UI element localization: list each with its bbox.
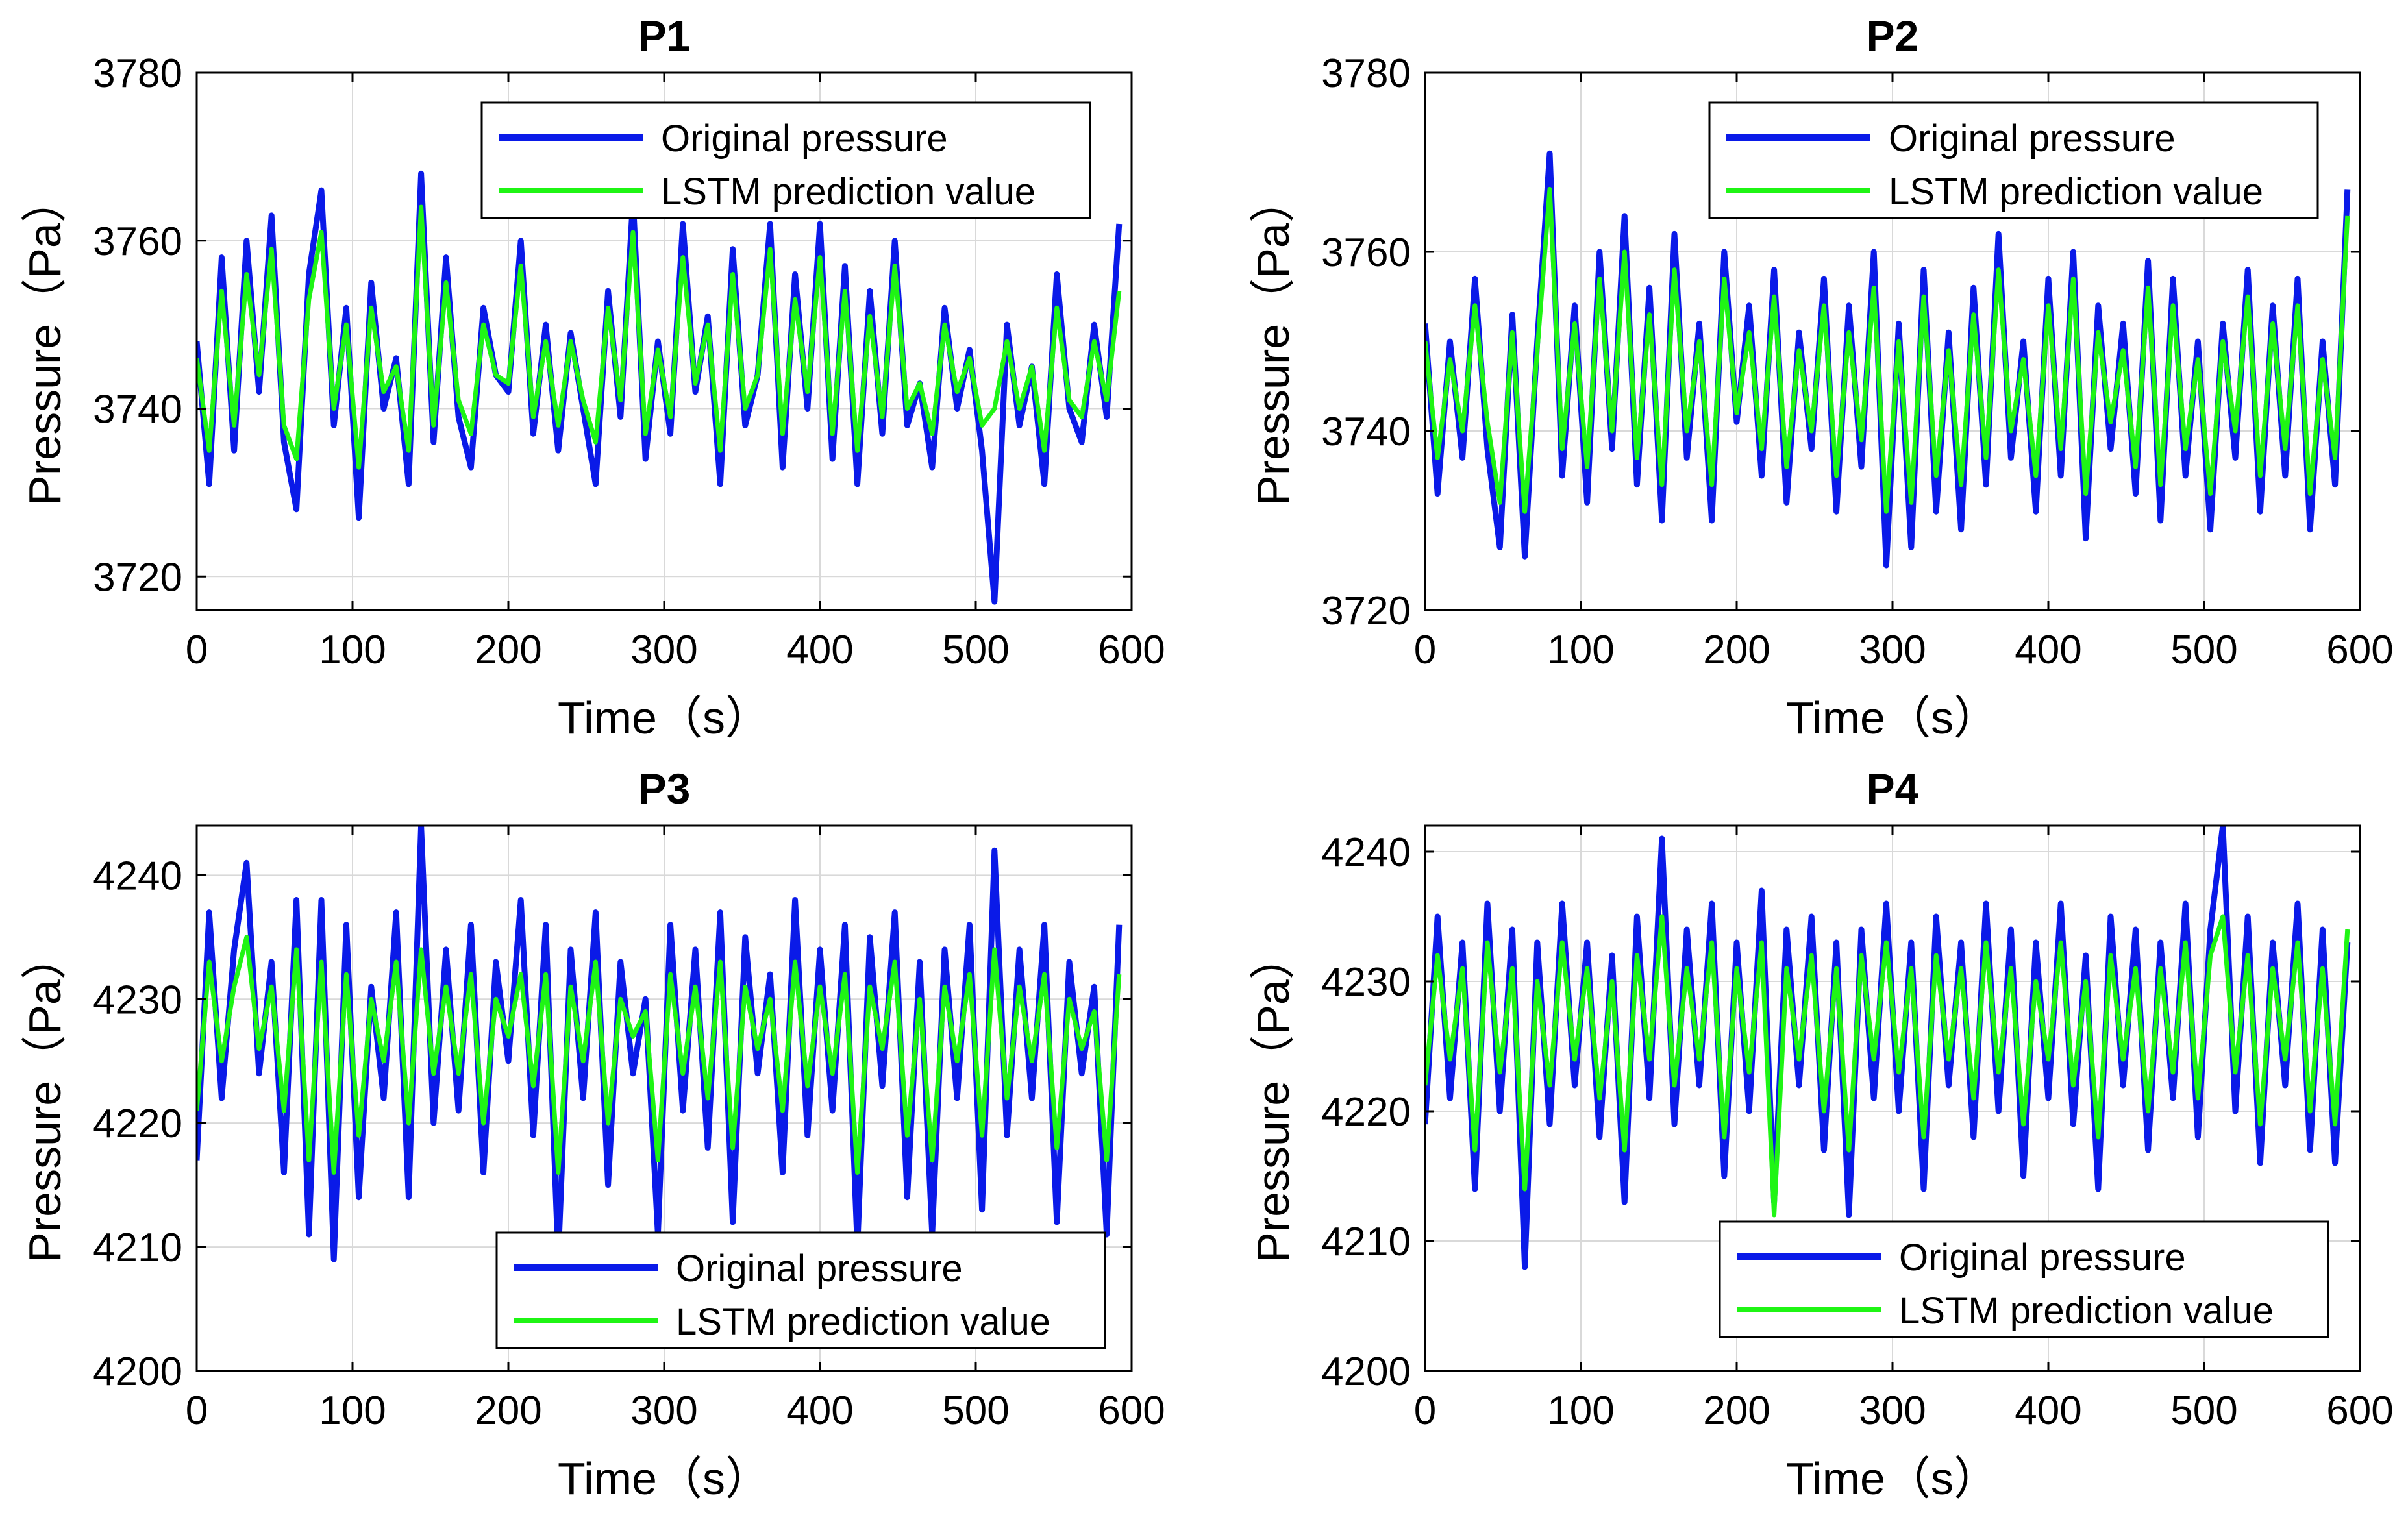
x-tick-label: 600 (1098, 1388, 1165, 1433)
y-tick-label: 4200 (1321, 1349, 1411, 1394)
legend-box (1719, 1220, 2329, 1338)
x-tick-label: 500 (942, 628, 1009, 672)
y-tick-label: 3760 (1321, 230, 1411, 275)
x-axis-label: Time（s） (1786, 693, 1999, 743)
y-tick-label: 4210 (93, 1225, 182, 1270)
x-axis-label: Time（s） (1786, 1453, 1999, 1504)
x-tick-label: 0 (186, 1388, 208, 1433)
x-tick-label: 100 (1547, 1388, 1614, 1433)
y-tick-label: 4240 (1321, 830, 1411, 875)
legend: Original pressure LSTM prediction value (1719, 1220, 2329, 1338)
x-tick-label: 300 (1859, 628, 1926, 672)
x-axis-label: Time（s） (558, 1453, 771, 1504)
x-tick-label: 600 (1098, 628, 1165, 672)
legend-label: Original pressure (661, 117, 948, 160)
series-line-lstm (197, 935, 1122, 1175)
series-group (1425, 826, 2351, 1270)
y-tick-label: 3760 (93, 219, 182, 264)
y-tick-label: 4230 (93, 978, 182, 1022)
chart-panel-1: 0 100 200 300 400 500 600 3720 3740 3760 3780 P1 Tim… (19, 12, 1165, 743)
x-tick-label: 600 (2326, 1388, 2393, 1433)
legend-box (495, 1231, 1106, 1349)
y-tick-label: 4240 (93, 854, 182, 898)
y-tick-label: 4220 (93, 1101, 182, 1146)
x-tick-label: 300 (630, 628, 697, 672)
x-tick-label: 400 (2015, 1388, 2081, 1433)
y-tick-label: 4220 (1321, 1090, 1411, 1135)
y-axis-label: Pressure（Pa） (1248, 177, 1298, 506)
y-tick-label: 3740 (1321, 410, 1411, 454)
legend: Original pressure LSTM prediction value (480, 101, 1091, 219)
chart-title: P4 (1867, 765, 1919, 813)
legend-label: LSTM prediction value (1889, 171, 2263, 213)
chart-panel-3: 0 100 200 300 400 500 600 4200 4210 4220 4230 4240 P… (19, 765, 1165, 1504)
legend-label: LSTM prediction value (676, 1301, 1050, 1343)
chart-title: P3 (638, 765, 691, 813)
x-tick-label: 500 (2170, 628, 2237, 672)
x-tick-label: 100 (1547, 628, 1614, 672)
legend-label: Original pressure (676, 1248, 963, 1290)
y-tick-label: 3780 (93, 51, 182, 96)
y-tick-label: 3720 (93, 555, 182, 600)
y-tick-label: 4210 (1321, 1220, 1411, 1264)
y-axis-label: Pressure（Pa） (19, 177, 70, 506)
x-tick-label: 500 (2170, 1388, 2237, 1433)
legend-label: LSTM prediction value (661, 171, 1036, 213)
x-tick-label: 400 (786, 1388, 853, 1433)
x-tick-label: 400 (786, 628, 853, 672)
series-group (1425, 150, 2351, 569)
chart-panel-4: 0 100 200 300 400 500 600 4200 4210 4220 4230 4240 P… (1248, 765, 2394, 1504)
legend: Original pressure LSTM prediction value (495, 1231, 1106, 1349)
x-tick-label: 400 (2015, 628, 2081, 672)
chart-title: P1 (638, 12, 691, 60)
chart-panel-2: 0 100 200 300 400 500 600 3720 3740 3760 3780 P2 Tim… (1248, 12, 2394, 743)
x-tick-label: 0 (1414, 1388, 1436, 1433)
x-tick-label: 300 (630, 1388, 697, 1433)
legend-box (1708, 101, 2319, 219)
x-tick-label: 0 (1414, 628, 1436, 672)
y-tick-label: 3780 (1321, 51, 1411, 96)
x-tick-label: 500 (942, 1388, 1009, 1433)
x-tick-label: 600 (2326, 628, 2393, 672)
x-tick-label: 100 (319, 628, 386, 672)
legend: Original pressure LSTM prediction value (1708, 101, 2319, 219)
x-tick-label: 300 (1859, 1388, 1926, 1433)
y-tick-label: 3740 (93, 387, 182, 432)
legend-label: Original pressure (1889, 117, 2176, 160)
series-line-lstm (197, 204, 1122, 470)
series-line-lstm (1425, 914, 2350, 1218)
y-tick-label: 4230 (1321, 960, 1411, 1005)
x-tick-label: 200 (475, 628, 541, 672)
legend-label: LSTM prediction value (1899, 1290, 2274, 1332)
series-line-lstm (1425, 186, 2350, 514)
legend-label: Original pressure (1899, 1236, 2186, 1279)
x-tick-label: 200 (1703, 628, 1770, 672)
series-group (197, 170, 1123, 605)
chart-title: P2 (1867, 12, 1919, 60)
x-tick-label: 0 (186, 628, 208, 672)
y-tick-label: 4200 (93, 1349, 182, 1394)
x-tick-label: 200 (475, 1388, 541, 1433)
x-axis-label: Time（s） (558, 693, 771, 743)
y-axis-label: Pressure（Pa） (1248, 934, 1298, 1262)
legend-box (480, 101, 1091, 219)
x-tick-label: 100 (319, 1388, 386, 1433)
y-axis-label: Pressure（Pa） (19, 934, 70, 1262)
x-tick-label: 200 (1703, 1388, 1770, 1433)
y-tick-label: 3720 (1321, 589, 1411, 633)
